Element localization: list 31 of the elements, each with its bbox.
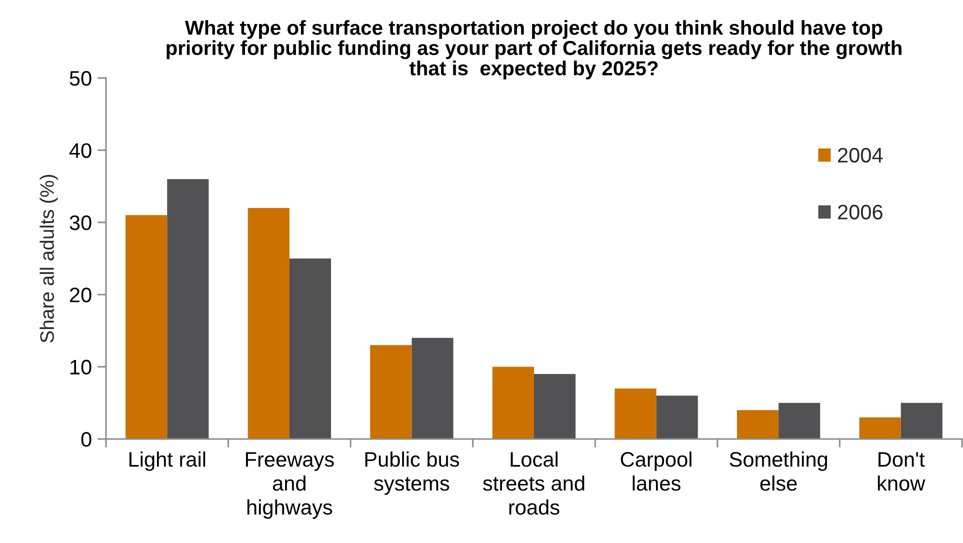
- y-axis-title: Share all adults (%): [40, 174, 58, 342]
- y-tick-label: 30: [70, 215, 92, 230]
- x-tick-label: Don't know: [878, 452, 926, 491]
- bar: [900, 402, 942, 439]
- x-tick-label: Carpool lanes: [620, 452, 692, 491]
- bar: [167, 179, 209, 439]
- bar: [534, 374, 576, 439]
- y-tick-label: 0: [81, 432, 92, 447]
- bar: [736, 410, 779, 439]
- bar: [289, 258, 332, 439]
- bar: [412, 338, 454, 439]
- bar: [126, 215, 168, 439]
- x-tick-label: Local streets and roads: [483, 452, 584, 515]
- chart-title: What type of surface transportation project do you think should have top priority for public funding as your part of California gets ready for the growth that is expected by 2025?: [166, 20, 902, 80]
- bar: [656, 396, 698, 439]
- bar: [859, 417, 901, 439]
- bar: [370, 345, 412, 439]
- y-tick-label: 20: [70, 288, 92, 302]
- legend-label: 2004: [838, 148, 883, 163]
- y-tick-label: 10: [70, 360, 92, 375]
- x-tick-label: Freeways and highways: [246, 452, 334, 519]
- bar: [778, 402, 820, 439]
- x-tick-label: Something else: [730, 452, 828, 491]
- bar: [614, 388, 656, 439]
- y-tick-label: 40: [69, 143, 92, 158]
- x-tick-label: Light rail: [129, 452, 206, 471]
- legend-label: 2006: [838, 204, 882, 220]
- bar: [248, 208, 290, 439]
- bar: [492, 366, 534, 439]
- x-tick-label: Public bus systems: [365, 452, 460, 495]
- y-tick-label: 50: [70, 71, 92, 86]
